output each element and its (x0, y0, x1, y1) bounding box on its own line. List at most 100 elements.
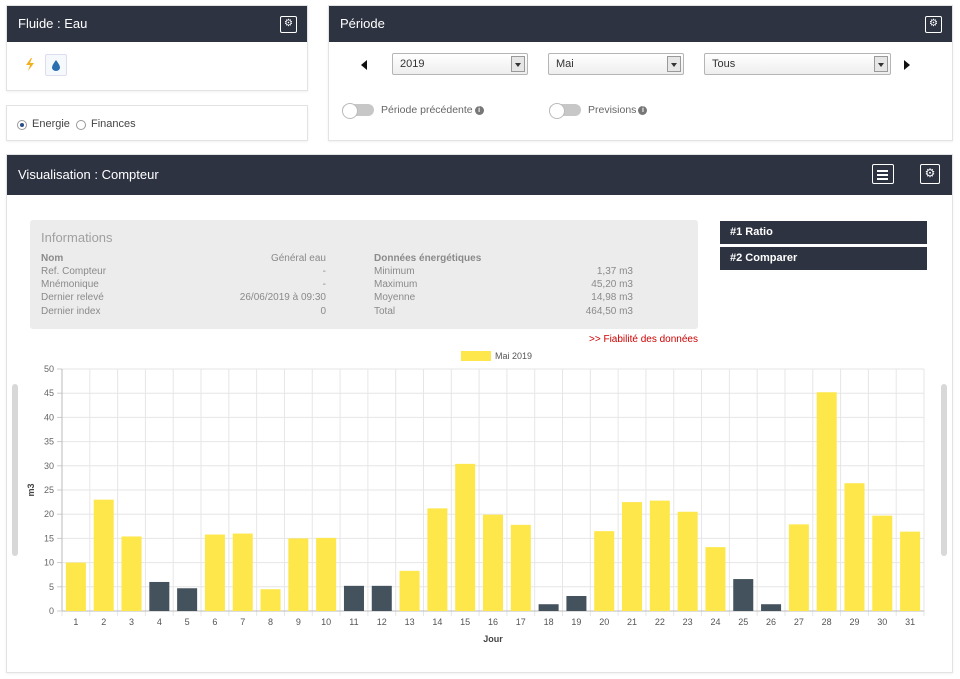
year-select[interactable]: 2019 (392, 53, 528, 75)
year-select-value: 2019 (400, 58, 425, 70)
info-maximum-value: 45,20 m3 (591, 279, 633, 290)
bar-day-3 (121, 536, 142, 611)
month-select-chevron-down-icon (667, 56, 681, 72)
y-tick-label: 40 (44, 412, 54, 422)
period-panel-header: Période ⚙ (329, 6, 952, 42)
visualisation-panel-title: Visualisation : Compteur (18, 167, 159, 182)
bar-day-26 (761, 604, 782, 611)
bar-day-17 (510, 524, 531, 611)
x-axis-title: Jour (483, 634, 503, 644)
left-scroll-handle[interactable] (12, 384, 18, 556)
bar-day-1 (65, 562, 86, 611)
scope-select[interactable]: Tous (704, 53, 891, 75)
radio-finances[interactable] (76, 120, 86, 130)
bar-day-7 (232, 533, 253, 611)
info-name-value: Général eau (270, 253, 326, 264)
radio-finances-label: Finances (91, 118, 136, 130)
x-tick-label: 9 (296, 617, 301, 627)
radio-energie[interactable] (17, 120, 27, 130)
compare-button[interactable]: #2 Comparer (720, 247, 927, 270)
water-drop-icon (52, 60, 60, 71)
electricity-tab[interactable] (21, 56, 39, 74)
x-tick-label: 19 (571, 617, 581, 627)
x-tick-label: 26 (766, 617, 776, 627)
fluid-panel-header: Fluide : Eau ⚙ (7, 6, 307, 42)
period-panel-title: Période (340, 16, 385, 31)
x-tick-label: 16 (488, 617, 498, 627)
bar-day-30 (872, 515, 893, 611)
bar-day-14 (427, 508, 448, 611)
forecast-toggle-text: Previsions (588, 104, 637, 116)
bar-day-11 (343, 585, 364, 611)
period-settings-gear-icon[interactable]: ⚙ (925, 16, 942, 33)
bar-day-23 (677, 511, 698, 611)
x-tick-label: 27 (794, 617, 804, 627)
x-tick-label: 17 (516, 617, 526, 627)
x-tick-label: 12 (377, 617, 387, 627)
info-mnemonic-value: - (322, 279, 326, 290)
filter-sliders-icon[interactable] (872, 164, 894, 184)
info-icon[interactable]: i (474, 105, 484, 115)
previous-period-toggle-label: Période précédente i (381, 104, 484, 116)
right-scroll-handle[interactable] (941, 384, 947, 556)
info-last-index-label: Dernier index (41, 306, 101, 317)
info-icon[interactable]: i (638, 105, 648, 115)
bar-day-27 (788, 524, 809, 611)
bar-day-8 (260, 589, 281, 611)
visualisation-panel-header: Visualisation : Compteur ⚙ (7, 155, 952, 195)
x-tick-label: 20 (599, 617, 609, 627)
x-tick-label: 15 (460, 617, 470, 627)
info-last-reading-label: Dernier relevé (41, 292, 104, 303)
scope-select-value: Tous (712, 58, 736, 70)
x-tick-label: 11 (349, 617, 358, 627)
bar-day-31 (900, 531, 921, 611)
mode-panel: Energie Finances (6, 105, 308, 141)
info-maximum-label: Maximum (374, 279, 418, 290)
info-ref-label: Ref. Compteur (41, 266, 107, 277)
ratio-button[interactable]: #1 Ratio (720, 221, 927, 244)
info-last-reading-value: 26/06/2019 à 09:30 (239, 292, 326, 303)
period-panel: Période ⚙ 2019 Mai Tous Période précéden… (328, 5, 953, 141)
water-tab[interactable] (45, 54, 67, 76)
y-tick-label: 25 (44, 485, 54, 495)
x-tick-label: 7 (240, 617, 245, 627)
info-mnemonic-label: Mnémonique (41, 279, 99, 290)
month-select[interactable]: Mai (548, 53, 684, 75)
info-average-label: Moyenne (374, 292, 416, 303)
bar-day-18 (538, 604, 559, 611)
x-tick-label: 23 (683, 617, 693, 627)
next-period-arrow-icon[interactable] (904, 60, 910, 70)
bar-day-25 (733, 579, 754, 611)
x-tick-label: 13 (405, 617, 415, 627)
previous-period-toggle[interactable] (342, 103, 374, 119)
x-tick-label: 14 (432, 617, 442, 627)
y-tick-label: 35 (44, 437, 54, 447)
x-tick-label: 6 (212, 617, 217, 627)
visualisation-settings-gear-icon[interactable]: ⚙ (920, 164, 940, 184)
x-tick-label: 2 (101, 617, 106, 627)
fluid-panel: Fluide : Eau ⚙ (6, 5, 308, 91)
forecast-toggle[interactable] (549, 103, 581, 119)
year-select-chevron-down-icon (511, 56, 525, 72)
information-box: Informations Nom Général eau Ref. Compte… (30, 220, 698, 329)
fluid-settings-gear-icon[interactable]: ⚙ (280, 16, 297, 33)
x-tick-label: 31 (905, 617, 915, 627)
x-tick-label: 21 (627, 617, 637, 627)
info-total-value: 464,50 m3 (585, 306, 633, 317)
bar-day-28 (816, 392, 837, 611)
x-tick-label: 8 (268, 617, 273, 627)
bar-day-21 (622, 502, 643, 611)
bar-day-6 (204, 534, 225, 611)
previous-period-arrow-icon[interactable] (361, 60, 367, 70)
information-title: Informations (41, 230, 113, 245)
y-axis-title: m3 (26, 483, 36, 496)
y-tick-label: 45 (44, 388, 54, 398)
bar-day-10 (316, 537, 337, 611)
y-tick-label: 20 (44, 509, 54, 519)
y-tick-label: 10 (44, 558, 54, 568)
bar-day-24 (705, 547, 726, 611)
bar-day-19 (566, 595, 587, 611)
bar-day-29 (844, 483, 865, 611)
y-tick-label: 5 (49, 582, 54, 592)
data-reliability-link[interactable]: >> Fiabilité des données (589, 334, 698, 345)
